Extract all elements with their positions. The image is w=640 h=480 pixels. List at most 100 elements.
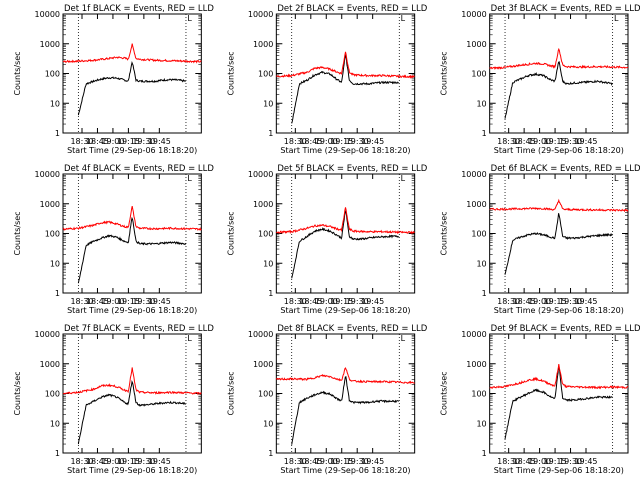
x-tick-label: 18:30 xyxy=(497,137,520,146)
series-line-lld xyxy=(489,47,629,71)
y-tick-label: 1 xyxy=(268,289,273,298)
y-tick-label: 10000 xyxy=(35,330,60,339)
y-tick-label: 100 xyxy=(258,70,273,79)
y-tick-label: 10 xyxy=(263,259,273,268)
x-tick-label: 19:15 xyxy=(330,137,353,146)
y-axis-label: Counts/sec xyxy=(440,51,449,95)
x-tick-label: 19:45 xyxy=(148,297,171,306)
x-axis-label: Start Time (29-Sep-06 18:18:20) xyxy=(67,306,197,315)
y-tick-label: 100 xyxy=(471,70,486,79)
y-tick-label: 10 xyxy=(50,259,60,268)
chart-title: Det 9f BLACK = Events, RED = LLD xyxy=(491,324,640,334)
series-line-events xyxy=(77,379,186,445)
x-tick-label: 19:00 xyxy=(101,137,124,146)
x-tick-label: 19:00 xyxy=(315,457,338,466)
x-tick-label: 19:15 xyxy=(117,137,140,146)
x-tick-label: 19:00 xyxy=(101,297,124,306)
chart-title: Det 1f BLACK = Events, RED = LLD xyxy=(64,4,214,14)
series-line-lld xyxy=(489,364,629,390)
series-line-events xyxy=(504,365,613,440)
x-tick-label: 19:30 xyxy=(346,297,369,306)
plot-frame xyxy=(489,13,629,134)
y-tick-label: 1 xyxy=(55,449,60,458)
chart-title: Det 4f BLACK = Events, RED = LLD xyxy=(64,164,214,174)
x-tick-label: 19:30 xyxy=(346,457,369,466)
series-line-lld xyxy=(275,367,416,385)
x-tick-label: 18:45 xyxy=(513,137,536,146)
y-tick-label: 100 xyxy=(471,230,486,239)
x-tick-label: 19:45 xyxy=(361,297,384,306)
x-tick-label: 19:45 xyxy=(361,137,384,146)
y-tick-label: 1000 xyxy=(466,200,486,209)
y-tick-label: 100 xyxy=(258,230,273,239)
x-tick-label: 19:00 xyxy=(101,457,124,466)
y-axis-label: Counts/sec xyxy=(226,211,235,255)
y-axis-label: Counts/sec xyxy=(13,371,22,415)
y-tick-label: 10 xyxy=(50,99,60,108)
y-tick-label: 100 xyxy=(45,390,60,399)
x-tick-label: 19:15 xyxy=(330,297,353,306)
x-tick-label: 19:00 xyxy=(528,137,551,146)
corner-label: L xyxy=(187,334,192,343)
corner-label: L xyxy=(614,334,619,343)
x-tick-label: 18:30 xyxy=(497,297,520,306)
x-tick-label: 18:30 xyxy=(70,137,93,146)
x-tick-label: 19:15 xyxy=(330,457,353,466)
y-tick-label: 10000 xyxy=(248,10,273,19)
x-tick-label: 19:00 xyxy=(528,457,551,466)
series-line-events xyxy=(291,210,400,279)
y-tick-label: 1000 xyxy=(40,360,60,369)
y-axis-label: Counts/sec xyxy=(13,51,22,95)
x-tick-label: 19:45 xyxy=(574,457,597,466)
x-tick-label: 19:45 xyxy=(148,137,171,146)
x-axis-label: Start Time (29-Sep-06 18:18:20) xyxy=(494,466,624,475)
y-tick-label: 1 xyxy=(55,129,60,138)
x-tick-label: 19:45 xyxy=(148,457,171,466)
y-axis-label: Counts/sec xyxy=(226,371,235,415)
plot-frame xyxy=(275,173,416,294)
y-tick-label: 1000 xyxy=(253,200,273,209)
y-tick-label: 1 xyxy=(482,449,487,458)
y-axis-label: Counts/sec xyxy=(226,51,235,95)
x-tick-label: 18:45 xyxy=(299,297,322,306)
y-tick-label: 10 xyxy=(50,419,60,428)
x-tick-label: 18:45 xyxy=(299,457,322,466)
corner-label: L xyxy=(614,14,619,23)
x-tick-label: 19:30 xyxy=(132,297,155,306)
x-tick-label: 18:30 xyxy=(497,457,520,466)
corner-label: L xyxy=(401,334,406,343)
y-tick-label: 10000 xyxy=(248,170,273,179)
y-tick-label: 10 xyxy=(476,259,486,268)
y-tick-label: 100 xyxy=(45,70,60,79)
x-tick-label: 19:15 xyxy=(544,457,567,466)
series-line-events xyxy=(291,376,400,445)
plot-frame xyxy=(62,333,202,454)
x-tick-label: 19:30 xyxy=(132,457,155,466)
series-line-lld xyxy=(275,51,415,79)
y-tick-label: 1000 xyxy=(466,40,486,49)
x-tick-label: 18:30 xyxy=(70,297,93,306)
x-axis-label: Start Time (29-Sep-06 18:18:20) xyxy=(67,146,197,155)
x-tick-label: 19:30 xyxy=(559,297,582,306)
chart-title: Det 7f BLACK = Events, RED = LLD xyxy=(64,324,214,334)
y-tick-label: 1000 xyxy=(40,40,60,49)
x-tick-label: 18:30 xyxy=(284,457,307,466)
x-axis-label: Start Time (29-Sep-06 18:18:20) xyxy=(67,466,197,475)
chart-title: Det 6f BLACK = Events, RED = LLD xyxy=(491,164,640,174)
x-axis-label: Start Time (29-Sep-06 18:18:20) xyxy=(494,146,624,155)
y-tick-label: 1000 xyxy=(253,40,273,49)
x-tick-label: 19:30 xyxy=(559,137,582,146)
x-tick-label: 19:15 xyxy=(117,297,140,306)
series-line-lld xyxy=(62,43,202,64)
x-tick-label: 18:45 xyxy=(86,137,109,146)
corner-label: L xyxy=(614,174,619,183)
x-tick-label: 18:30 xyxy=(284,297,307,306)
x-tick-label: 18:45 xyxy=(513,457,536,466)
